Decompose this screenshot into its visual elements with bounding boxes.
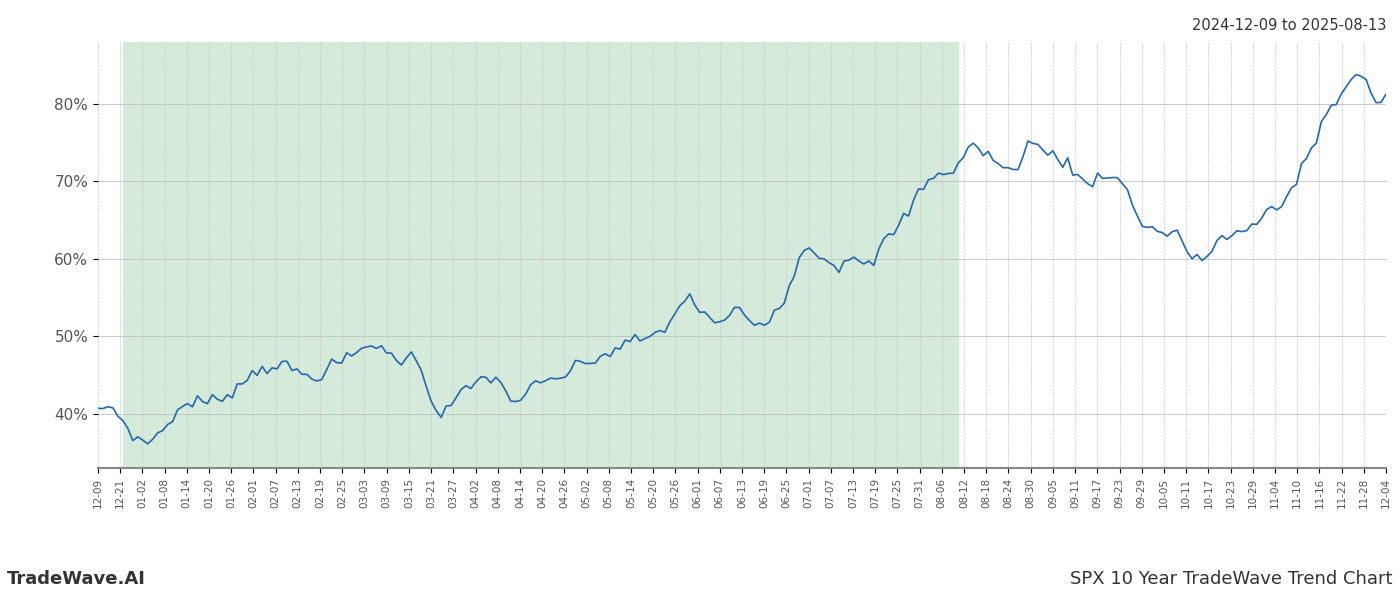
Text: SPX 10 Year TradeWave Trend Chart: SPX 10 Year TradeWave Trend Chart <box>1071 570 1393 588</box>
Text: TradeWave.AI: TradeWave.AI <box>7 570 146 588</box>
Bar <box>123 42 959 468</box>
Text: 2024-12-09 to 2025-08-13: 2024-12-09 to 2025-08-13 <box>1191 18 1386 33</box>
